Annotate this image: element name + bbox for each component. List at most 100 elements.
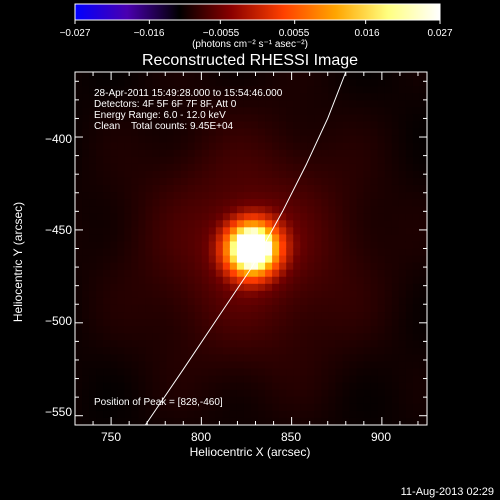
heatmap-cell [145,276,154,285]
heatmap-cell [124,255,132,264]
heatmap-cell [356,184,365,193]
heatmap-cell [222,354,231,363]
heatmap-cell [412,389,421,398]
heatmap-cell [342,347,351,355]
heatmap-cell [321,163,330,172]
heatmap-cell [208,149,217,158]
heatmap-cell [328,149,337,158]
heatmap-cell [89,375,97,384]
heatmap-cell [412,276,421,285]
heatmap-cell [258,248,266,257]
heatmap-cell [251,276,259,285]
heatmap-cell [138,156,146,165]
heatmap-cell [251,326,259,334]
heatmap-cell [159,368,168,377]
heatmap-cell [335,319,344,327]
heatmap-cell [314,297,322,306]
heatmap-cell [349,255,358,264]
heatmap-cell [187,304,196,313]
heatmap-cell [370,403,379,412]
heatmap-cell [124,283,132,292]
heatmap-cell [236,192,245,200]
heatmap-cell [187,241,196,250]
heatmap-cell [138,86,146,94]
heatmap-cell [187,269,196,278]
heatmap-cell [187,206,196,214]
heatmap-cell [258,283,266,292]
heatmap-cell [412,255,421,264]
heatmap-cell [124,347,132,355]
heatmap-cell [349,396,358,405]
heatmap-cell [279,107,287,115]
heatmap-cell [222,347,231,355]
heatmap-cell [89,340,97,348]
heatmap-cell [293,396,301,405]
heatmap-cell [145,156,154,165]
heatmap-cell [314,79,322,87]
heatmap-cell [349,163,358,172]
heatmap-cell [314,163,322,172]
heatmap-cell [419,410,428,419]
heatmap-cell [131,149,139,158]
heatmap-cell [152,347,161,355]
heatmap-cell [215,297,224,306]
heatmap-cell [377,184,386,193]
heatmap-cell [335,234,344,243]
heatmap-cell [180,177,189,186]
heatmap-cell [251,269,259,278]
heatmap-cell [194,79,203,87]
heatmap-cell [117,255,125,264]
heatmap-cell [236,312,245,320]
heatmap-cell [272,163,280,172]
heatmap-cell [314,410,322,419]
heatmap-cell [124,248,132,257]
heatmap-cell [152,326,161,334]
heatmap-cell [124,276,132,285]
heatmap-cell [96,283,104,292]
heatmap-cell [166,86,175,94]
heatmap-cell [419,234,428,243]
heatmap-cell [243,100,252,108]
heatmap-cell [194,184,203,193]
heatmap-cell [229,86,238,94]
heatmap-cell [419,220,428,228]
heatmap-cell [412,361,421,370]
heatmap-cell [258,297,266,306]
heatmap-cell [82,347,90,355]
heatmap-cell [131,290,139,299]
heatmap-cell [201,319,210,327]
heatmap-cell [166,79,175,87]
heatmap-cell [124,312,132,320]
heatmap-cell [96,241,104,250]
heatmap-cell [419,192,428,200]
heatmap-cell [377,276,386,285]
heatmap-cell [356,340,365,348]
heatmap-cell [82,283,90,292]
heatmap-cell [363,319,372,327]
heatmap-cell [229,396,238,405]
heatmap-cell [243,255,252,264]
heatmap-cell [258,368,266,377]
heatmap-cell [208,128,217,137]
heatmap-cell [75,389,83,398]
heatmap-cell [398,234,407,243]
heatmap-cell [75,403,83,412]
heatmap-cell [236,347,245,355]
heatmap-cell [251,199,259,207]
heatmap-cell [82,206,90,214]
heatmap-cell [75,156,83,165]
heatmap-cell [201,213,210,221]
heatmap-cell [173,184,182,193]
heatmap-cell [398,326,407,334]
heatmap-cell [236,220,245,228]
heatmap-cell [138,361,146,370]
heatmap-cell [391,340,400,348]
heatmap-cell [103,290,111,299]
heatmap-cell [187,135,196,144]
heatmap-cell [138,72,146,80]
heatmap-cell [222,276,231,285]
heatmap-cell [187,319,196,327]
heatmap-cell [173,410,182,419]
heatmap-cell [405,297,414,306]
heatmap-cell [405,177,414,186]
